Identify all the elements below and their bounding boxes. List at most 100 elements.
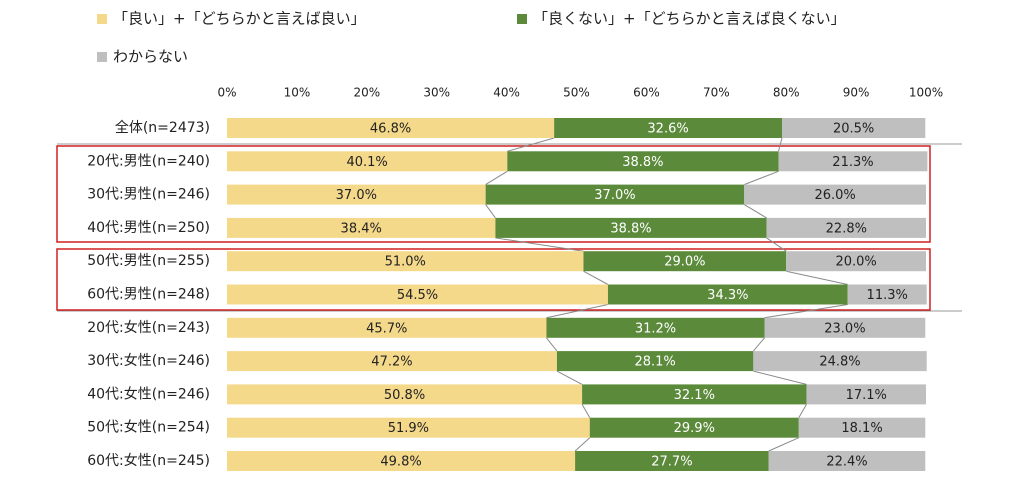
bar-segment (764, 317, 926, 338)
connector-line (744, 170, 779, 186)
bar-segment (507, 151, 779, 172)
connector-line (753, 370, 807, 385)
bar-segment (227, 184, 486, 205)
connector-line (556, 370, 583, 385)
bar-segment (227, 217, 496, 238)
bar-segment (554, 118, 783, 138)
x-tick-label: 10% (284, 86, 311, 100)
bar-segment (575, 451, 769, 471)
value-label: 50.8% (384, 388, 425, 403)
connector-line (752, 337, 765, 352)
value-label: 34.3% (707, 288, 748, 303)
value-label: 27.7% (651, 455, 692, 470)
value-label: 45.7% (366, 321, 407, 336)
bar-segment (847, 284, 927, 305)
bar-segment (768, 451, 926, 471)
category-label: 20代:男性(n=240) (87, 153, 210, 169)
legend-label: わからない (113, 48, 188, 66)
bar-segment (798, 417, 926, 438)
category-label: 40代:女性(n=246) (87, 385, 210, 402)
connector-line (581, 404, 591, 418)
x-tick-label: 30% (423, 86, 450, 100)
legend-swatch (517, 14, 527, 24)
bar-segment (753, 351, 927, 372)
connector-line (778, 137, 783, 152)
bar-segment (227, 317, 547, 338)
value-label: 17.1% (846, 388, 887, 403)
bar-segment (806, 384, 926, 405)
x-tick-label: 20% (353, 86, 380, 100)
value-label: 46.8% (370, 122, 411, 137)
value-label: 29.0% (664, 255, 705, 270)
category-label: 全体(n=2473) (115, 119, 210, 136)
x-tick-label: 80% (773, 86, 800, 100)
value-label: 22.4% (826, 455, 867, 470)
bar-segment (227, 251, 584, 272)
x-tick-label: 70% (703, 86, 730, 100)
bar-segment (766, 217, 926, 238)
x-tick-label: 0% (217, 86, 236, 100)
highlight-box (56, 145, 931, 243)
bar-segment (607, 284, 848, 305)
connector-line (744, 204, 767, 219)
value-label: 54.5% (397, 288, 438, 303)
legend-label: 「良い」+「どちらかと言えば良い」 (113, 10, 366, 28)
category-label: 30代:女性(n=246) (87, 352, 210, 369)
value-label: 22.8% (826, 221, 867, 236)
bar-segment (582, 384, 807, 405)
value-label: 31.2% (635, 321, 676, 336)
value-label: 37.0% (336, 188, 377, 203)
legend-swatch (97, 14, 107, 24)
value-label: 47.2% (371, 355, 412, 370)
value-label: 23.0% (824, 321, 865, 336)
value-label: 20.0% (835, 255, 876, 270)
value-label: 18.1% (841, 421, 882, 436)
value-label: 29.9% (674, 421, 715, 436)
connector-line (574, 437, 591, 452)
x-tick-label: 60% (633, 86, 660, 100)
value-label: 21.3% (832, 155, 873, 170)
value-label: 51.9% (388, 421, 429, 436)
bar-segment (227, 451, 576, 471)
value-label: 38.8% (622, 155, 663, 170)
value-label: 38.8% (610, 221, 651, 236)
connector-line (485, 170, 508, 186)
value-label: 49.8% (380, 455, 421, 470)
bar-segment (227, 351, 557, 372)
category-label: 50代:男性(n=255) (87, 253, 210, 269)
legend-label: 「良くない」+「どちらかと言えば良くない」 (533, 10, 846, 28)
connector-line (764, 304, 848, 319)
connector-line (798, 404, 807, 418)
category-label: 20代:女性(n=243) (87, 319, 210, 336)
value-label: 20.5% (833, 122, 874, 137)
bar-segment (227, 384, 583, 405)
bar-segment (485, 184, 745, 205)
x-tick-label: 50% (563, 86, 590, 100)
bar-segment (583, 251, 787, 272)
bar-segment (227, 284, 608, 305)
bar-segment (786, 251, 926, 272)
bar-segment (495, 217, 767, 238)
bar-segment (556, 351, 754, 372)
category-label: 60代:女性(n=245) (87, 452, 210, 469)
value-label: 37.0% (594, 188, 635, 203)
bar-segment (546, 317, 765, 338)
connector-line (786, 270, 848, 285)
connector-line (546, 304, 609, 319)
x-tick-label: 90% (843, 86, 870, 100)
value-label: 11.3% (867, 288, 908, 303)
value-label: 32.1% (674, 388, 715, 403)
connector-line (583, 270, 609, 285)
value-label: 51.0% (385, 255, 426, 270)
x-tick-label: 100% (909, 86, 943, 100)
bar-segment (778, 151, 928, 172)
bar-segment (782, 118, 926, 138)
connector-line (495, 237, 584, 252)
value-label: 38.4% (341, 221, 382, 236)
value-label: 40.1% (346, 155, 387, 170)
x-tick-label: 40% (493, 86, 520, 100)
value-label: 24.8% (819, 355, 860, 370)
value-label: 28.1% (634, 355, 675, 370)
bar-segment (589, 417, 799, 438)
